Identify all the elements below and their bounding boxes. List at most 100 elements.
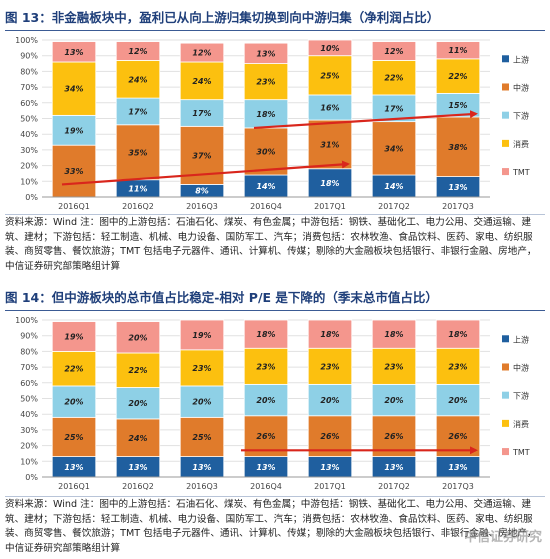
bar-segment <box>371 60 417 96</box>
bar-segment <box>179 61 225 101</box>
y-tick-label: 0% <box>25 193 38 202</box>
bar-segment <box>307 347 353 385</box>
data-label: 10% <box>320 44 339 53</box>
y-tick-label: 30% <box>20 426 38 435</box>
y-tick-label: 80% <box>20 347 38 356</box>
data-label: 23% <box>256 78 275 87</box>
bar-segment <box>371 383 417 417</box>
bar-segment <box>307 55 353 96</box>
data-label: 13% <box>384 463 403 472</box>
y-tick-label: 10% <box>20 457 38 466</box>
data-label: 17% <box>192 109 211 118</box>
x-tick-label: 2016Q1 <box>58 202 90 211</box>
legend-label: 上游 <box>513 54 529 64</box>
y-tick-label: 30% <box>20 146 38 155</box>
y-tick-label: 80% <box>20 67 38 76</box>
legend-swatch <box>502 363 509 371</box>
legend-swatch <box>502 83 509 91</box>
bar-segment <box>435 347 481 385</box>
stacked-bar-chart: 0% 10% 20% 30% 40% 50% 60% 70% 80% 90% 100% 13% 25% 2… <box>15 316 530 491</box>
x-tick-label: 2017Q1 <box>314 482 346 491</box>
bar-segment <box>115 41 161 61</box>
y-tick-label: 40% <box>20 130 38 139</box>
y-tick-label: 40% <box>20 410 38 419</box>
bar-segment <box>179 349 225 387</box>
bar-segment <box>243 347 289 385</box>
trend-arrow <box>61 160 350 186</box>
data-label: 34% <box>384 144 403 153</box>
legend-label: 下游 <box>513 111 529 121</box>
bar-segment <box>51 144 97 198</box>
data-label: 13% <box>64 463 83 472</box>
bar-segment <box>51 321 97 352</box>
bar-segment <box>179 385 225 418</box>
x-tick-label: 2016Q3 <box>186 202 218 211</box>
bar-segment <box>243 319 289 349</box>
bar-segment <box>51 416 97 457</box>
data-label: 37% <box>192 151 211 160</box>
bar-segment <box>51 351 97 387</box>
y-tick-label: 60% <box>20 99 38 108</box>
data-label: 18% <box>256 110 275 119</box>
legend-swatch <box>502 448 509 456</box>
x-tick-label: 2016Q4 <box>250 202 282 211</box>
legend-label: 中游 <box>513 362 529 372</box>
data-label: 26% <box>256 432 275 441</box>
data-label: 18% <box>320 179 339 188</box>
bar-segment <box>435 319 481 349</box>
bar-segment <box>371 41 417 61</box>
data-label: 18% <box>448 330 467 339</box>
bar-segment <box>51 385 97 418</box>
data-label: 17% <box>128 107 147 116</box>
y-tick-label: 100% <box>15 36 38 45</box>
trend-arrow <box>253 110 478 130</box>
bar-segment <box>243 127 289 176</box>
bar-segment <box>115 60 161 99</box>
data-label: 23% <box>448 362 467 371</box>
data-label: 18% <box>256 330 275 339</box>
data-label: 13% <box>192 463 211 472</box>
y-tick-label: 100% <box>15 316 38 325</box>
data-label: 11% <box>448 46 467 55</box>
data-label: 13% <box>320 463 339 472</box>
data-label: 22% <box>128 366 147 375</box>
data-label: 15% <box>448 101 467 110</box>
y-tick-label: 20% <box>20 162 38 171</box>
data-label: 25% <box>64 433 83 442</box>
x-tick-label: 2016Q2 <box>122 202 154 211</box>
data-label: 8% <box>195 187 209 196</box>
figure-13: 图 13：非金融板块中，盈利已从向上游归集切换到向中游归集（净利润占比） 0% 1… <box>0 0 550 278</box>
data-label: 20% <box>384 396 403 405</box>
legend-swatch <box>502 55 509 63</box>
source-note: 资料来源：Wind 注：图中的上游包括：石油石化、煤炭、有色金属；中游包括：钢铁… <box>5 496 545 556</box>
bar-segment <box>307 39 353 57</box>
data-label: 12% <box>128 47 147 56</box>
data-label: 23% <box>384 362 403 371</box>
bar-segment <box>371 121 417 176</box>
x-tick-label: 2017Q1 <box>314 202 346 211</box>
y-tick-label: 90% <box>20 52 38 61</box>
data-label: 13% <box>448 183 467 192</box>
legend-label: 消费 <box>513 419 529 429</box>
legend-swatch <box>502 419 509 427</box>
legend-swatch <box>502 111 509 119</box>
x-tick-label: 2017Q2 <box>378 202 410 211</box>
data-label: 23% <box>256 362 275 371</box>
data-label: 26% <box>320 432 339 441</box>
bar-segment <box>435 58 481 94</box>
data-label: 24% <box>192 77 211 86</box>
bar-segment <box>115 97 161 126</box>
y-tick-label: 70% <box>20 363 38 372</box>
data-label: 13% <box>64 48 83 57</box>
y-tick-label: 50% <box>20 395 38 404</box>
data-label: 14% <box>384 182 403 191</box>
bar-segment <box>435 383 481 417</box>
y-tick-label: 0% <box>25 473 38 482</box>
bar-segment <box>51 41 97 63</box>
data-label: 22% <box>384 74 403 83</box>
x-tick-label: 2017Q3 <box>442 202 474 211</box>
legend-label: 下游 <box>513 391 529 401</box>
data-label: 38% <box>448 143 467 152</box>
data-label: 19% <box>192 331 211 340</box>
data-label: 22% <box>64 365 83 374</box>
